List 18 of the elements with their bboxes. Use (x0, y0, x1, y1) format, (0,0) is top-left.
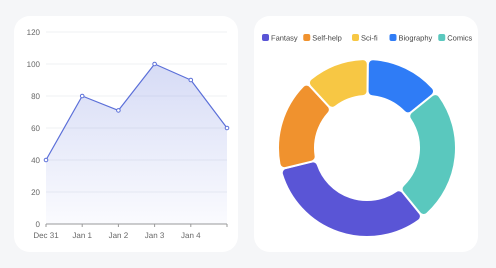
y-tick-label: 120 (26, 28, 41, 37)
x-tick-label: Jan 1 (72, 231, 93, 240)
point (44, 158, 48, 162)
point (152, 62, 157, 66)
y-tick-label: 80 (31, 92, 41, 101)
y-tick-label: 40 (31, 156, 41, 165)
x-tick-label: Dec 31 (33, 231, 60, 240)
y-tick-label: 0 (36, 220, 41, 229)
y-tick-label: 60 (31, 124, 41, 133)
x-tick-label: Jan 4 (181, 231, 202, 240)
y-tick-label: 100 (26, 60, 41, 69)
point (188, 78, 194, 82)
point (80, 94, 84, 98)
y-tick-label: 20 (31, 188, 41, 197)
point (116, 108, 121, 113)
point (224, 126, 230, 130)
x-tick-label: Jan 3 (144, 231, 165, 240)
x-tick-label: Jan 2 (108, 231, 129, 240)
